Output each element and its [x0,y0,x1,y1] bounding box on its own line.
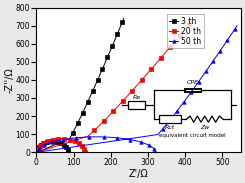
Y-axis label: -Z''/Ω: -Z''/Ω [4,67,14,93]
50 th [159,131,162,133]
3 th [70,135,73,137]
X-axis label: Z'/Ω: Z'/Ω [129,169,148,179]
50 th [219,50,222,52]
20 th [191,19,194,21]
50 th [156,133,159,136]
20 th [90,132,93,135]
20 th [86,135,89,137]
50 th [236,25,239,27]
50 th [116,137,119,139]
20 th [66,138,69,140]
20 th [169,46,172,48]
3 th [46,141,49,143]
Line: 3 th: 3 th [36,17,125,154]
20 th [83,151,86,153]
3 th [111,45,114,47]
Line: 20 th: 20 th [36,19,194,154]
3 th [57,141,60,143]
20 th [68,138,71,141]
50 th [154,151,157,153]
20 th [51,138,54,141]
50 th [111,136,114,139]
3 th [68,137,71,140]
Line: 50 th: 50 th [36,24,239,154]
Legend: 3 th, 20 th, 50 th: 3 th, 20 th, 50 th [167,14,204,48]
50 th [74,137,77,139]
3 th [122,17,125,20]
3 th [67,151,70,153]
3 th [56,140,59,143]
